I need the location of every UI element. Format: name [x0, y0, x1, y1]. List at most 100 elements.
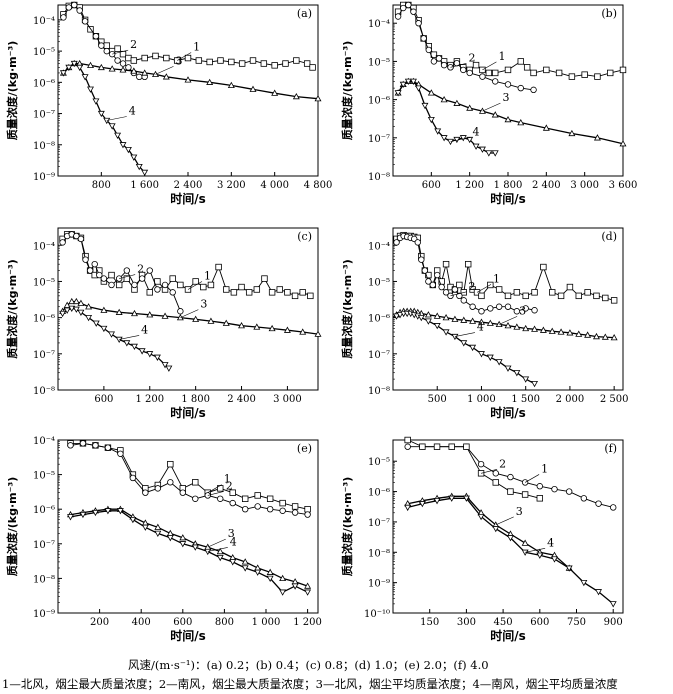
data-point: [486, 354, 494, 361]
panel-label: (e): [297, 442, 312, 455]
data-point: [192, 278, 199, 285]
data-point: [167, 479, 174, 486]
data-point: [486, 319, 494, 326]
series-line: [62, 233, 181, 312]
data-point: [108, 123, 116, 130]
data-point: [229, 559, 237, 566]
data-point: [184, 76, 192, 83]
data-point: [238, 60, 246, 67]
series-2: 2: [67, 440, 311, 518]
data-point: [536, 483, 544, 490]
data-point: [249, 57, 257, 64]
data-point: [303, 60, 311, 67]
data-point: [130, 57, 138, 64]
data-point: [77, 235, 85, 243]
panel-label: (a): [297, 7, 312, 20]
plot-frame: [57, 227, 319, 391]
data-point: [451, 286, 459, 293]
data-point: [521, 549, 529, 556]
series-label-leader: [454, 332, 475, 337]
series-label: 1: [193, 41, 200, 54]
data-point: [584, 331, 592, 338]
data-point: [393, 239, 400, 246]
data-point: [421, 102, 429, 110]
series-1: 1: [394, 1, 627, 80]
data-point: [207, 317, 215, 324]
data-point: [394, 13, 402, 20]
data-point: [268, 289, 276, 296]
data-point: [77, 309, 85, 316]
series-line: [62, 300, 319, 335]
data-point: [79, 440, 87, 447]
data-point: [141, 54, 148, 62]
data-point: [98, 42, 105, 49]
data-point: [146, 351, 154, 358]
series-line: [70, 510, 308, 593]
series-label-leader: [207, 484, 222, 493]
data-point: [154, 278, 161, 285]
data-point: [85, 314, 93, 322]
series-label: 2: [499, 457, 506, 470]
data-point: [114, 132, 122, 140]
data-point: [491, 111, 499, 118]
data-point: [504, 66, 512, 74]
data-point: [117, 450, 124, 457]
series-label: 4: [230, 535, 237, 548]
data-point: [108, 271, 115, 279]
data-point: [91, 509, 99, 517]
data-point: [575, 292, 582, 300]
data-point: [92, 442, 99, 449]
series-4: 4: [59, 60, 149, 177]
data-point: [71, 1, 78, 9]
data-point: [253, 323, 261, 330]
data-point: [456, 281, 463, 289]
data-point: [260, 60, 268, 67]
data-point: [504, 81, 512, 88]
y-tick-label: 10⁻⁹: [368, 579, 390, 590]
data-point: [425, 278, 432, 285]
series-line: [396, 312, 535, 385]
data-point: [223, 286, 230, 293]
panel-label: (b): [601, 7, 617, 20]
data-point: [146, 267, 153, 274]
series-label-leader: [180, 309, 199, 318]
data-point: [595, 589, 603, 596]
data-point: [135, 163, 143, 171]
data-point: [138, 275, 146, 282]
data-point: [418, 256, 425, 263]
data-point: [433, 323, 441, 330]
data-point: [566, 283, 574, 291]
data-point: [291, 503, 299, 510]
data-point: [119, 60, 127, 67]
panel-5: (f) 150 300 450 600 750 900 10⁻¹⁰ 10⁻⁹ 10⁻⁸ 10⁻⁷ 10…: [340, 436, 624, 643]
data-point: [304, 505, 311, 513]
data-point: [477, 318, 485, 325]
data-point: [477, 351, 485, 358]
data-point: [59, 239, 66, 246]
x-tick-label: 3 000: [570, 180, 599, 191]
data-point: [435, 55, 443, 62]
data-point: [410, 8, 417, 15]
series-4: 4: [393, 310, 539, 388]
x-tick-label: 1 000: [252, 617, 281, 628]
data-point: [477, 460, 485, 468]
data-point: [594, 73, 601, 80]
data-point: [460, 340, 468, 347]
data-point: [59, 70, 67, 77]
x-tick-label: 1 800: [494, 180, 523, 191]
data-point: [438, 283, 445, 291]
data-point: [540, 263, 547, 271]
series-line: [397, 80, 496, 154]
data-point: [142, 489, 149, 496]
data-point: [241, 506, 249, 513]
data-point: [68, 305, 76, 313]
y-axis-label: 质量浓度/(kg·m⁻³): [5, 477, 19, 577]
data-point: [138, 348, 146, 355]
panel-label: (f): [604, 442, 617, 455]
panel-label: (d): [601, 230, 617, 243]
y-tick-label: 10⁻⁷: [33, 540, 55, 551]
x-tick-label: 800: [92, 180, 111, 191]
y-tick-label: 10⁻⁴: [33, 436, 55, 447]
data-point: [399, 81, 407, 89]
series-label-leader: [207, 547, 228, 552]
